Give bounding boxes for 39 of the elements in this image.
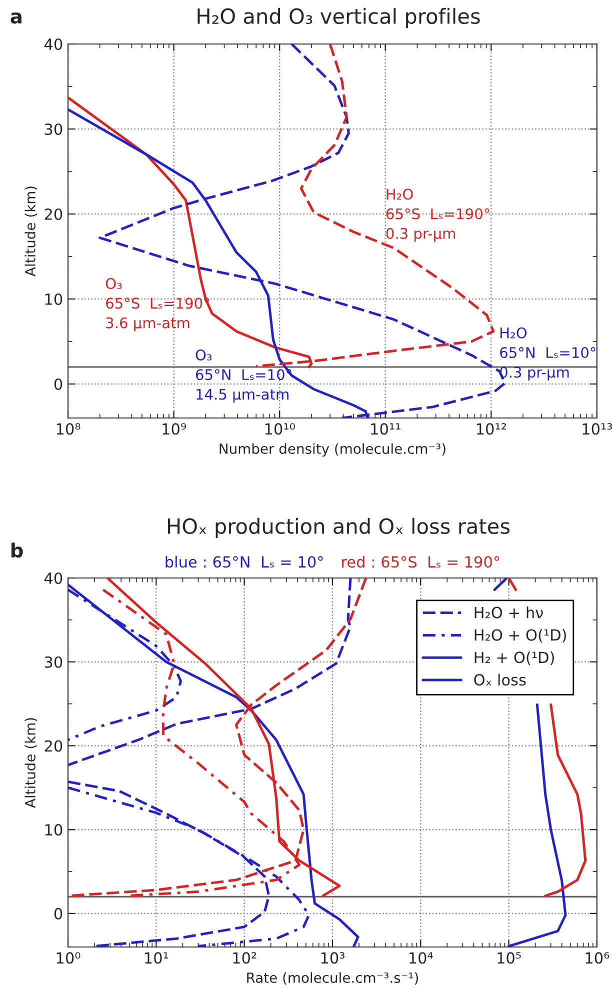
annotation: O₃ 65°N Lₛ=10° 14.5 μm-atm [196, 349, 292, 403]
y-tick-label: 0 [54, 378, 62, 390]
legend-label: Oₓ loss [474, 674, 526, 686]
x-tick-label: 10⁹ [162, 423, 186, 435]
text: red : 65°S Lₛ = 190° [342, 556, 500, 568]
y-axis-title: Altitude (km) [24, 186, 38, 276]
y-tick-label: 40 [44, 572, 62, 584]
y-tick-label: 0 [54, 908, 62, 920]
x-tick-label: 10¹² [476, 423, 506, 435]
y-tick-label: 20 [44, 208, 62, 220]
legend-label: H₂ + O(¹D) [474, 651, 554, 665]
x-tick-label: 10¹⁰ [265, 423, 295, 435]
x-tick-label: 10¹ [145, 952, 168, 964]
y-tick-label: 40 [44, 38, 62, 50]
text: blue : 65°N Lₛ = 10° [166, 556, 323, 568]
y-tick-label: 30 [44, 656, 62, 668]
legend-label: H₂O + hν [474, 606, 543, 618]
x-tick-label: 10³ [321, 952, 344, 964]
x-tick-label: 10¹³ [582, 423, 612, 435]
x-axis-title: Rate (molecule.cm⁻³.s⁻¹) [247, 972, 418, 985]
y-tick-label: 10 [45, 824, 62, 836]
y-tick-label: 20 [44, 740, 62, 752]
y-tick-label: 10 [45, 293, 62, 306]
x-tick-label: 10⁴ [410, 952, 433, 964]
y-axis-title: Altitude (km) [24, 718, 38, 808]
x-tick-label: 10⁶ [586, 952, 610, 964]
text: b [11, 542, 23, 558]
x-axis-title: Number density (molecule.cm⁻³) [220, 443, 446, 457]
x-tick-label: 10⁸ [56, 423, 80, 435]
y-tick-label: 30 [44, 123, 62, 136]
chart-title: HOₓ production and Oₓ loss rates [168, 518, 510, 538]
annotation: H₂O 65°S Lₛ=190° 0.3 pr-μm [386, 188, 490, 242]
legend-label: H₂O + O(¹D) [474, 628, 566, 643]
x-tick-label: 10⁰ [56, 952, 80, 964]
x-tick-label: 10¹¹ [371, 423, 400, 435]
chart-title: H₂O and O₃ vertical profiles [198, 8, 480, 28]
x-tick-label: 10⁵ [498, 952, 521, 964]
text: a [10, 12, 22, 24]
x-tick-label: 10² [233, 952, 256, 964]
